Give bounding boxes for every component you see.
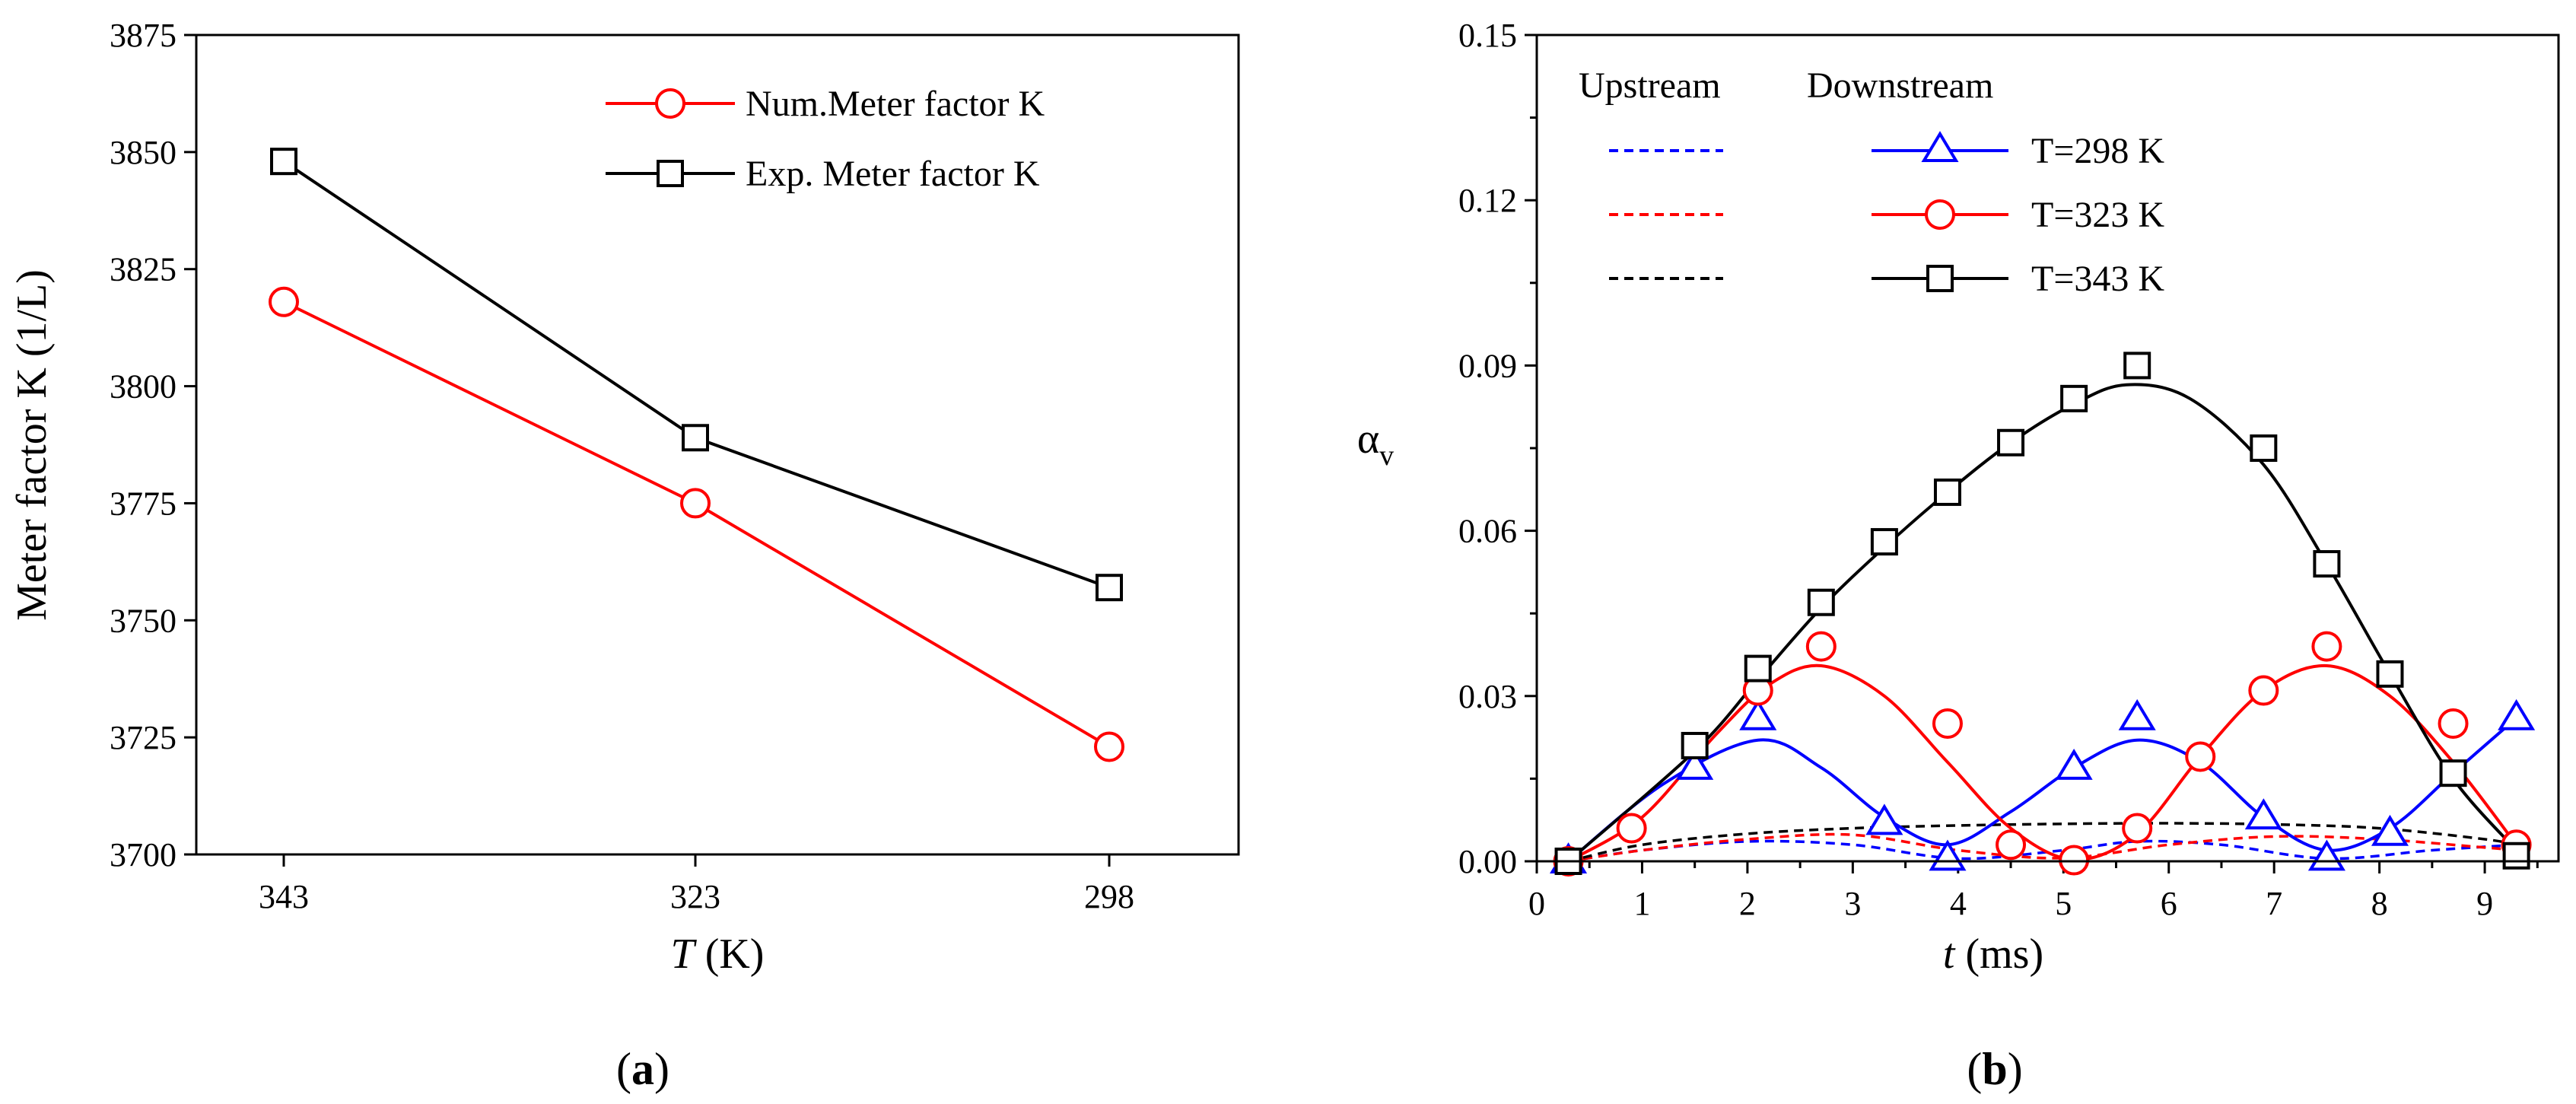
a-series xyxy=(269,148,1124,762)
a-ticks: 3700 3725 3750 3775 3800 3825 3850 3875 343 323 29… xyxy=(110,17,1134,915)
a-y-tick-label: 3775 xyxy=(110,485,177,522)
a-y-tick-label: 3750 xyxy=(110,602,177,639)
b-point-1-5 xyxy=(1996,829,2027,861)
a-point-0-0 xyxy=(269,286,299,317)
b-legend-marker-343 xyxy=(1926,265,1954,292)
b-point-2-13 xyxy=(2502,842,2530,870)
a-series-line-0 xyxy=(283,300,1111,749)
panel-b: 0.00 0.03 0.06 0.09 0.12 0.15 0 1 2 3 4 5 6 7 8 9 αv t … xyxy=(1357,17,2560,1094)
a-x-axis-label: T (K) xyxy=(671,931,765,978)
b-point-2-11 xyxy=(2376,660,2404,688)
b-panel-caption: (b) xyxy=(1967,1044,2022,1094)
b-downstream-curve-1 xyxy=(1567,663,2518,863)
b-point-2-3 xyxy=(1807,588,1835,616)
b-x-tick-label: 1 xyxy=(1633,885,1650,922)
a-y-tick-label: 3875 xyxy=(110,17,177,54)
b-series xyxy=(1550,352,2536,877)
b-point-0-7 xyxy=(2244,798,2282,830)
b-point-0-10 xyxy=(2498,698,2536,730)
b-point-1-10 xyxy=(2311,631,2342,662)
b-point-1-4 xyxy=(1932,708,1963,739)
b-point-1-9 xyxy=(2248,675,2279,706)
b-x-tick-label: 5 xyxy=(2055,885,2072,922)
b-x-tick-label: 9 xyxy=(2476,885,2493,922)
b-ticks: 0.00 0.03 0.06 0.09 0.12 0.15 0 1 2 3 4 5 6 7 8 9 xyxy=(1458,17,2539,922)
b-point-1-8 xyxy=(2185,741,2216,772)
a-x-tick-label: 298 xyxy=(1084,878,1134,915)
b-y-tick-label: 0.15 xyxy=(1458,17,1517,54)
b-x-tick-label: 0 xyxy=(1528,885,1545,922)
a-point-1-0 xyxy=(270,148,297,176)
b-y-tick-label: 0.12 xyxy=(1458,182,1517,219)
b-point-2-8 xyxy=(2123,352,2151,380)
a-y-tick-label: 3700 xyxy=(110,836,177,873)
b-point-1-11 xyxy=(2438,708,2469,739)
a-legend-marker-exp xyxy=(657,160,684,187)
a-legend-marker-num xyxy=(655,88,685,119)
a-y-axis-label: Meter factor K (1/L) xyxy=(8,269,56,621)
b-point-2-1 xyxy=(1681,731,1709,759)
b-x-axis-label: t (ms) xyxy=(1943,931,2043,978)
b-point-1-1 xyxy=(1616,813,1647,844)
b-legend: Upstream Downstream T=298 K T=323 K T=34… xyxy=(1579,65,2164,299)
a-x-tick-label: 343 xyxy=(259,878,309,915)
b-point-0-9 xyxy=(2371,814,2409,846)
a-point-1-2 xyxy=(1096,574,1123,602)
a-legend: Num.Meter factor K Exp. Meter factor K xyxy=(606,84,1045,194)
b-point-2-12 xyxy=(2439,759,2467,787)
b-x-tick-label: 2 xyxy=(1739,885,1756,922)
a-panel-caption: (a) xyxy=(616,1044,669,1094)
a-y-tick-label: 3825 xyxy=(110,251,177,288)
b-y-axis-label: αv xyxy=(1357,415,1394,472)
b-point-0-2 xyxy=(1739,698,1777,730)
b-legend-label-323: T=323 K xyxy=(2031,195,2164,235)
a-legend-label-exp: Exp. Meter factor K xyxy=(746,154,1040,194)
b-legend-label-343: T=343 K xyxy=(2031,259,2164,299)
b-x-tick-label: 4 xyxy=(1950,885,1967,922)
b-upstream-curve-2 xyxy=(1568,822,2517,863)
a-y-tick-label: 3725 xyxy=(110,719,177,756)
a-series-line-1 xyxy=(282,160,1110,590)
b-point-1-3 xyxy=(1805,631,1837,662)
b-point-0-3 xyxy=(1865,803,1903,835)
panel-a: 3700 3725 3750 3775 3800 3825 3850 3875 343 323 29… xyxy=(8,17,1240,1094)
b-point-2-5 xyxy=(1933,478,1961,506)
b-point-2-2 xyxy=(1744,654,1772,682)
b-plot-frame xyxy=(1535,33,2560,863)
b-legend-header-downstream: Downstream xyxy=(1807,65,1993,106)
a-point-0-1 xyxy=(680,488,711,519)
a-y-tick-label: 3850 xyxy=(110,134,177,171)
b-point-0-5 xyxy=(2055,749,2093,780)
a-point-1-1 xyxy=(682,424,709,452)
b-point-2-4 xyxy=(1870,528,1898,556)
a-plot-frame xyxy=(195,33,1240,856)
b-y-tick-label: 0.00 xyxy=(1458,843,1517,880)
b-point-0-4 xyxy=(1929,839,1967,871)
b-y-tick-label: 0.03 xyxy=(1458,678,1517,715)
b-point-1-7 xyxy=(2122,813,2153,844)
b-y-tick-label: 0.06 xyxy=(1458,513,1517,550)
b-point-2-10 xyxy=(2313,550,2341,578)
a-x-tick-label: 323 xyxy=(670,878,720,915)
b-x-tick-label: 6 xyxy=(2161,885,2177,922)
b-point-0-8 xyxy=(2307,839,2345,871)
b-point-0-6 xyxy=(2118,698,2156,730)
b-legend-label-298: T=298 K xyxy=(2031,131,2164,171)
b-legend-header-upstream: Upstream xyxy=(1579,65,1721,106)
a-y-tick-label: 3800 xyxy=(110,368,177,406)
b-point-2-9 xyxy=(2250,434,2278,462)
b-legend-marker-298 xyxy=(1921,131,1959,162)
a-point-0-2 xyxy=(1094,731,1124,762)
b-x-tick-label: 3 xyxy=(1844,885,1861,922)
b-x-tick-label: 7 xyxy=(2266,885,2282,922)
b-point-2-6 xyxy=(1997,428,2025,457)
b-y-tick-label: 0.09 xyxy=(1458,347,1517,384)
b-point-2-7 xyxy=(2060,384,2088,412)
b-x-tick-label: 8 xyxy=(2371,885,2388,922)
a-legend-label-num: Num.Meter factor K xyxy=(746,84,1045,124)
b-point-0-1 xyxy=(1676,749,1714,780)
b-legend-marker-323 xyxy=(1925,199,1955,230)
